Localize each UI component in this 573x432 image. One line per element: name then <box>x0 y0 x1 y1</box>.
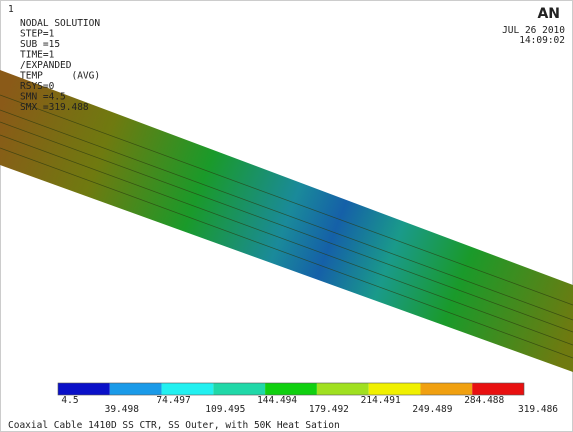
date: JUL 26 2010 <box>502 25 565 36</box>
time: 14:09:02 <box>519 35 565 46</box>
legend-label: 109.495 <box>205 404 245 415</box>
legend-swatch <box>58 383 110 395</box>
legend: 4.5 39.498 74.497 109.495 144.494 179.492 214.… <box>57 382 558 415</box>
legend-border <box>57 382 525 396</box>
legend-label: 319.486 <box>518 404 558 415</box>
caption: Coaxial Cable 1410D SS CTR, SS Outer, wi… <box>8 420 340 431</box>
legend-label: 214.491 <box>361 395 401 406</box>
cable-model <box>0 70 573 372</box>
info-line: STEP=1 <box>20 29 55 40</box>
legend-swatch <box>368 383 421 395</box>
legend-label: 284.488 <box>464 395 504 406</box>
legend-label: 74.497 <box>156 395 190 406</box>
legend-label: 179.492 <box>309 404 349 415</box>
legend-label: 144.494 <box>257 395 297 406</box>
info-line: SMX =319.488 <box>20 102 89 113</box>
info-line: /EXPANDED <box>20 60 72 71</box>
legend-label: 249.489 <box>412 404 452 415</box>
logo: AN <box>537 6 560 22</box>
info-line: TEMP (AVG) <box>20 71 100 82</box>
cable-stripes <box>0 94 573 359</box>
info-line: NODAL SOLUTION <box>20 18 100 29</box>
legend-swatch <box>420 383 473 395</box>
legend-label: 4.5 <box>61 395 78 406</box>
legend-swatch <box>316 383 369 395</box>
info-line: SMN =4.5 <box>20 92 66 103</box>
info-line: SUB =15 <box>20 39 60 50</box>
legend-swatch <box>472 383 524 395</box>
info-line: TIME=1 <box>20 50 55 61</box>
legend-swatch <box>161 383 214 395</box>
legend-swatch <box>213 383 266 395</box>
legend-swatch <box>265 383 317 395</box>
window-number: 1 <box>8 4 14 15</box>
info-line: RSYS=0 <box>20 81 55 92</box>
legend-swatch <box>109 383 162 395</box>
legend-label: 39.498 <box>105 404 140 415</box>
